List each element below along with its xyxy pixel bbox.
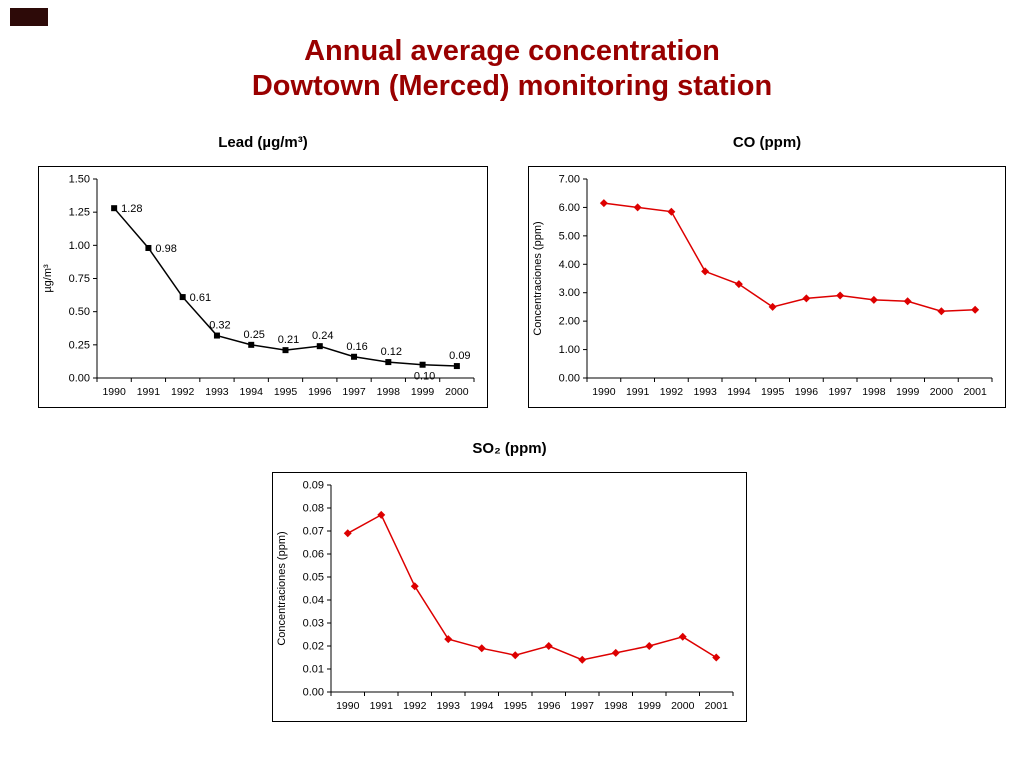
svg-text:0.07: 0.07 — [303, 526, 324, 538]
svg-text:1995: 1995 — [761, 386, 785, 398]
svg-text:0.01: 0.01 — [303, 664, 324, 676]
co-chart-canvas: 0.00 1.00 2.00 3.00 4.00 5.00 6.00 7.00 1990 1991… — [532, 174, 993, 398]
svg-text:1998: 1998 — [604, 700, 628, 712]
svg-text:2000: 2000 — [445, 386, 469, 398]
svg-text:2001: 2001 — [705, 700, 729, 712]
svg-text:1999: 1999 — [411, 386, 435, 398]
svg-text:1996: 1996 — [308, 386, 332, 398]
lead-chart: Lead (µg/m³) 0.00 0.25 0.50 0.75 1.00 1.25 1.5… — [38, 134, 488, 408]
slide-title: Annual average concentration Dowtown (Me… — [0, 34, 1024, 104]
svg-text:0.21: 0.21 — [278, 334, 299, 346]
svg-text:5.00: 5.00 — [559, 230, 580, 242]
lead-chart-frame: 0.00 0.25 0.50 0.75 1.00 1.25 1.50 1990 1991 1992… — [38, 166, 488, 408]
co-chart-frame: 0.00 1.00 2.00 3.00 4.00 5.00 6.00 7.00 1990 1991… — [528, 166, 1006, 408]
svg-text:0.00: 0.00 — [69, 373, 90, 385]
svg-text:1991: 1991 — [137, 386, 161, 398]
svg-text:2.00: 2.00 — [559, 316, 580, 328]
svg-text:1.00: 1.00 — [69, 240, 90, 252]
svg-text:1993: 1993 — [437, 700, 461, 712]
svg-text:µg/m³: µg/m³ — [42, 264, 54, 293]
lead-chart-canvas: 0.00 0.25 0.50 0.75 1.00 1.25 1.50 1990 1991 1992… — [42, 174, 475, 398]
svg-text:6.00: 6.00 — [559, 202, 580, 214]
svg-text:1993: 1993 — [205, 386, 229, 398]
svg-text:1.28: 1.28 — [121, 203, 142, 215]
svg-text:Concentraciones (ppm): Concentraciones (ppm) — [276, 531, 288, 645]
svg-text:0.10: 0.10 — [414, 371, 435, 383]
so2-chart-frame: 0.00 0.01 0.02 0.03 0.04 0.05 0.06 0.07 0.08 0.09… — [272, 472, 747, 722]
svg-text:0.12: 0.12 — [381, 346, 402, 358]
svg-text:0.61: 0.61 — [190, 292, 211, 304]
svg-text:4.00: 4.00 — [559, 259, 580, 271]
svg-text:0.09: 0.09 — [303, 480, 324, 492]
svg-text:1998: 1998 — [377, 386, 401, 398]
svg-text:1997: 1997 — [342, 386, 366, 398]
slide-title-line2: Dowtown (Merced) monitoring station — [251, 69, 773, 102]
svg-text:0.05: 0.05 — [303, 572, 324, 584]
svg-text:1990: 1990 — [336, 700, 360, 712]
svg-text:1994: 1994 — [470, 700, 494, 712]
so2-chart-title: SO₂ (ppm) — [472, 440, 547, 457]
svg-text:7.00: 7.00 — [559, 174, 580, 186]
svg-text:0.04: 0.04 — [303, 595, 324, 607]
svg-text:Concentraciones (ppm): Concentraciones (ppm) — [532, 221, 544, 335]
svg-text:1997: 1997 — [571, 700, 595, 712]
svg-text:1.25: 1.25 — [69, 207, 90, 219]
svg-text:0.24: 0.24 — [312, 330, 333, 342]
svg-text:0.02: 0.02 — [303, 641, 324, 653]
svg-text:0.75: 0.75 — [69, 273, 90, 285]
svg-text:1997: 1997 — [828, 386, 852, 398]
co-chart: CO (ppm) 0.00 1.00 2.00 3.00 4.00 5.00 6.00 7.0… — [528, 134, 1006, 408]
svg-text:0.06: 0.06 — [303, 549, 324, 561]
co-chart-title: CO (ppm) — [732, 134, 802, 151]
svg-text:1993: 1993 — [693, 386, 717, 398]
svg-text:2000: 2000 — [671, 700, 695, 712]
svg-text:0.00: 0.00 — [559, 373, 580, 385]
svg-text:1995: 1995 — [274, 386, 298, 398]
svg-text:1991: 1991 — [626, 386, 650, 398]
svg-text:0.98: 0.98 — [155, 243, 176, 255]
svg-text:2001: 2001 — [963, 386, 987, 398]
svg-text:1990: 1990 — [102, 386, 126, 398]
svg-text:1991: 1991 — [370, 700, 394, 712]
svg-text:1999: 1999 — [896, 386, 920, 398]
svg-text:3.00: 3.00 — [559, 287, 580, 299]
svg-text:1.00: 1.00 — [559, 344, 580, 356]
svg-text:1999: 1999 — [638, 700, 662, 712]
svg-text:1992: 1992 — [171, 386, 195, 398]
svg-text:0.32: 0.32 — [209, 320, 230, 332]
svg-text:0.09: 0.09 — [449, 350, 470, 362]
svg-text:1992: 1992 — [403, 700, 427, 712]
svg-text:1994: 1994 — [727, 386, 751, 398]
svg-text:1990: 1990 — [592, 386, 616, 398]
svg-text:0.00: 0.00 — [303, 687, 324, 699]
svg-text:1992: 1992 — [660, 386, 684, 398]
svg-text:1996: 1996 — [795, 386, 819, 398]
lead-chart-title: Lead (µg/m³) — [218, 134, 308, 151]
svg-text:0.25: 0.25 — [69, 339, 90, 351]
svg-text:0.50: 0.50 — [69, 306, 90, 318]
svg-text:0.08: 0.08 — [303, 503, 324, 515]
so2-chart-canvas: 0.00 0.01 0.02 0.03 0.04 0.05 0.06 0.07 0.08 0.09… — [276, 480, 734, 712]
svg-text:0.16: 0.16 — [346, 341, 367, 353]
svg-text:1998: 1998 — [862, 386, 886, 398]
svg-text:2000: 2000 — [930, 386, 954, 398]
so2-chart: SO₂ (ppm) 0.00 0.01 0.02 0.03 0.04 0.05 0.06 0.… — [272, 440, 747, 722]
svg-text:1996: 1996 — [537, 700, 561, 712]
svg-text:0.03: 0.03 — [303, 618, 324, 630]
svg-text:1.50: 1.50 — [69, 174, 90, 186]
svg-text:1995: 1995 — [504, 700, 528, 712]
svg-text:1994: 1994 — [240, 386, 264, 398]
slide-corner-mark — [10, 8, 48, 26]
slide-title-line1: Annual average concentration — [304, 35, 720, 67]
svg-text:0.25: 0.25 — [244, 329, 265, 341]
